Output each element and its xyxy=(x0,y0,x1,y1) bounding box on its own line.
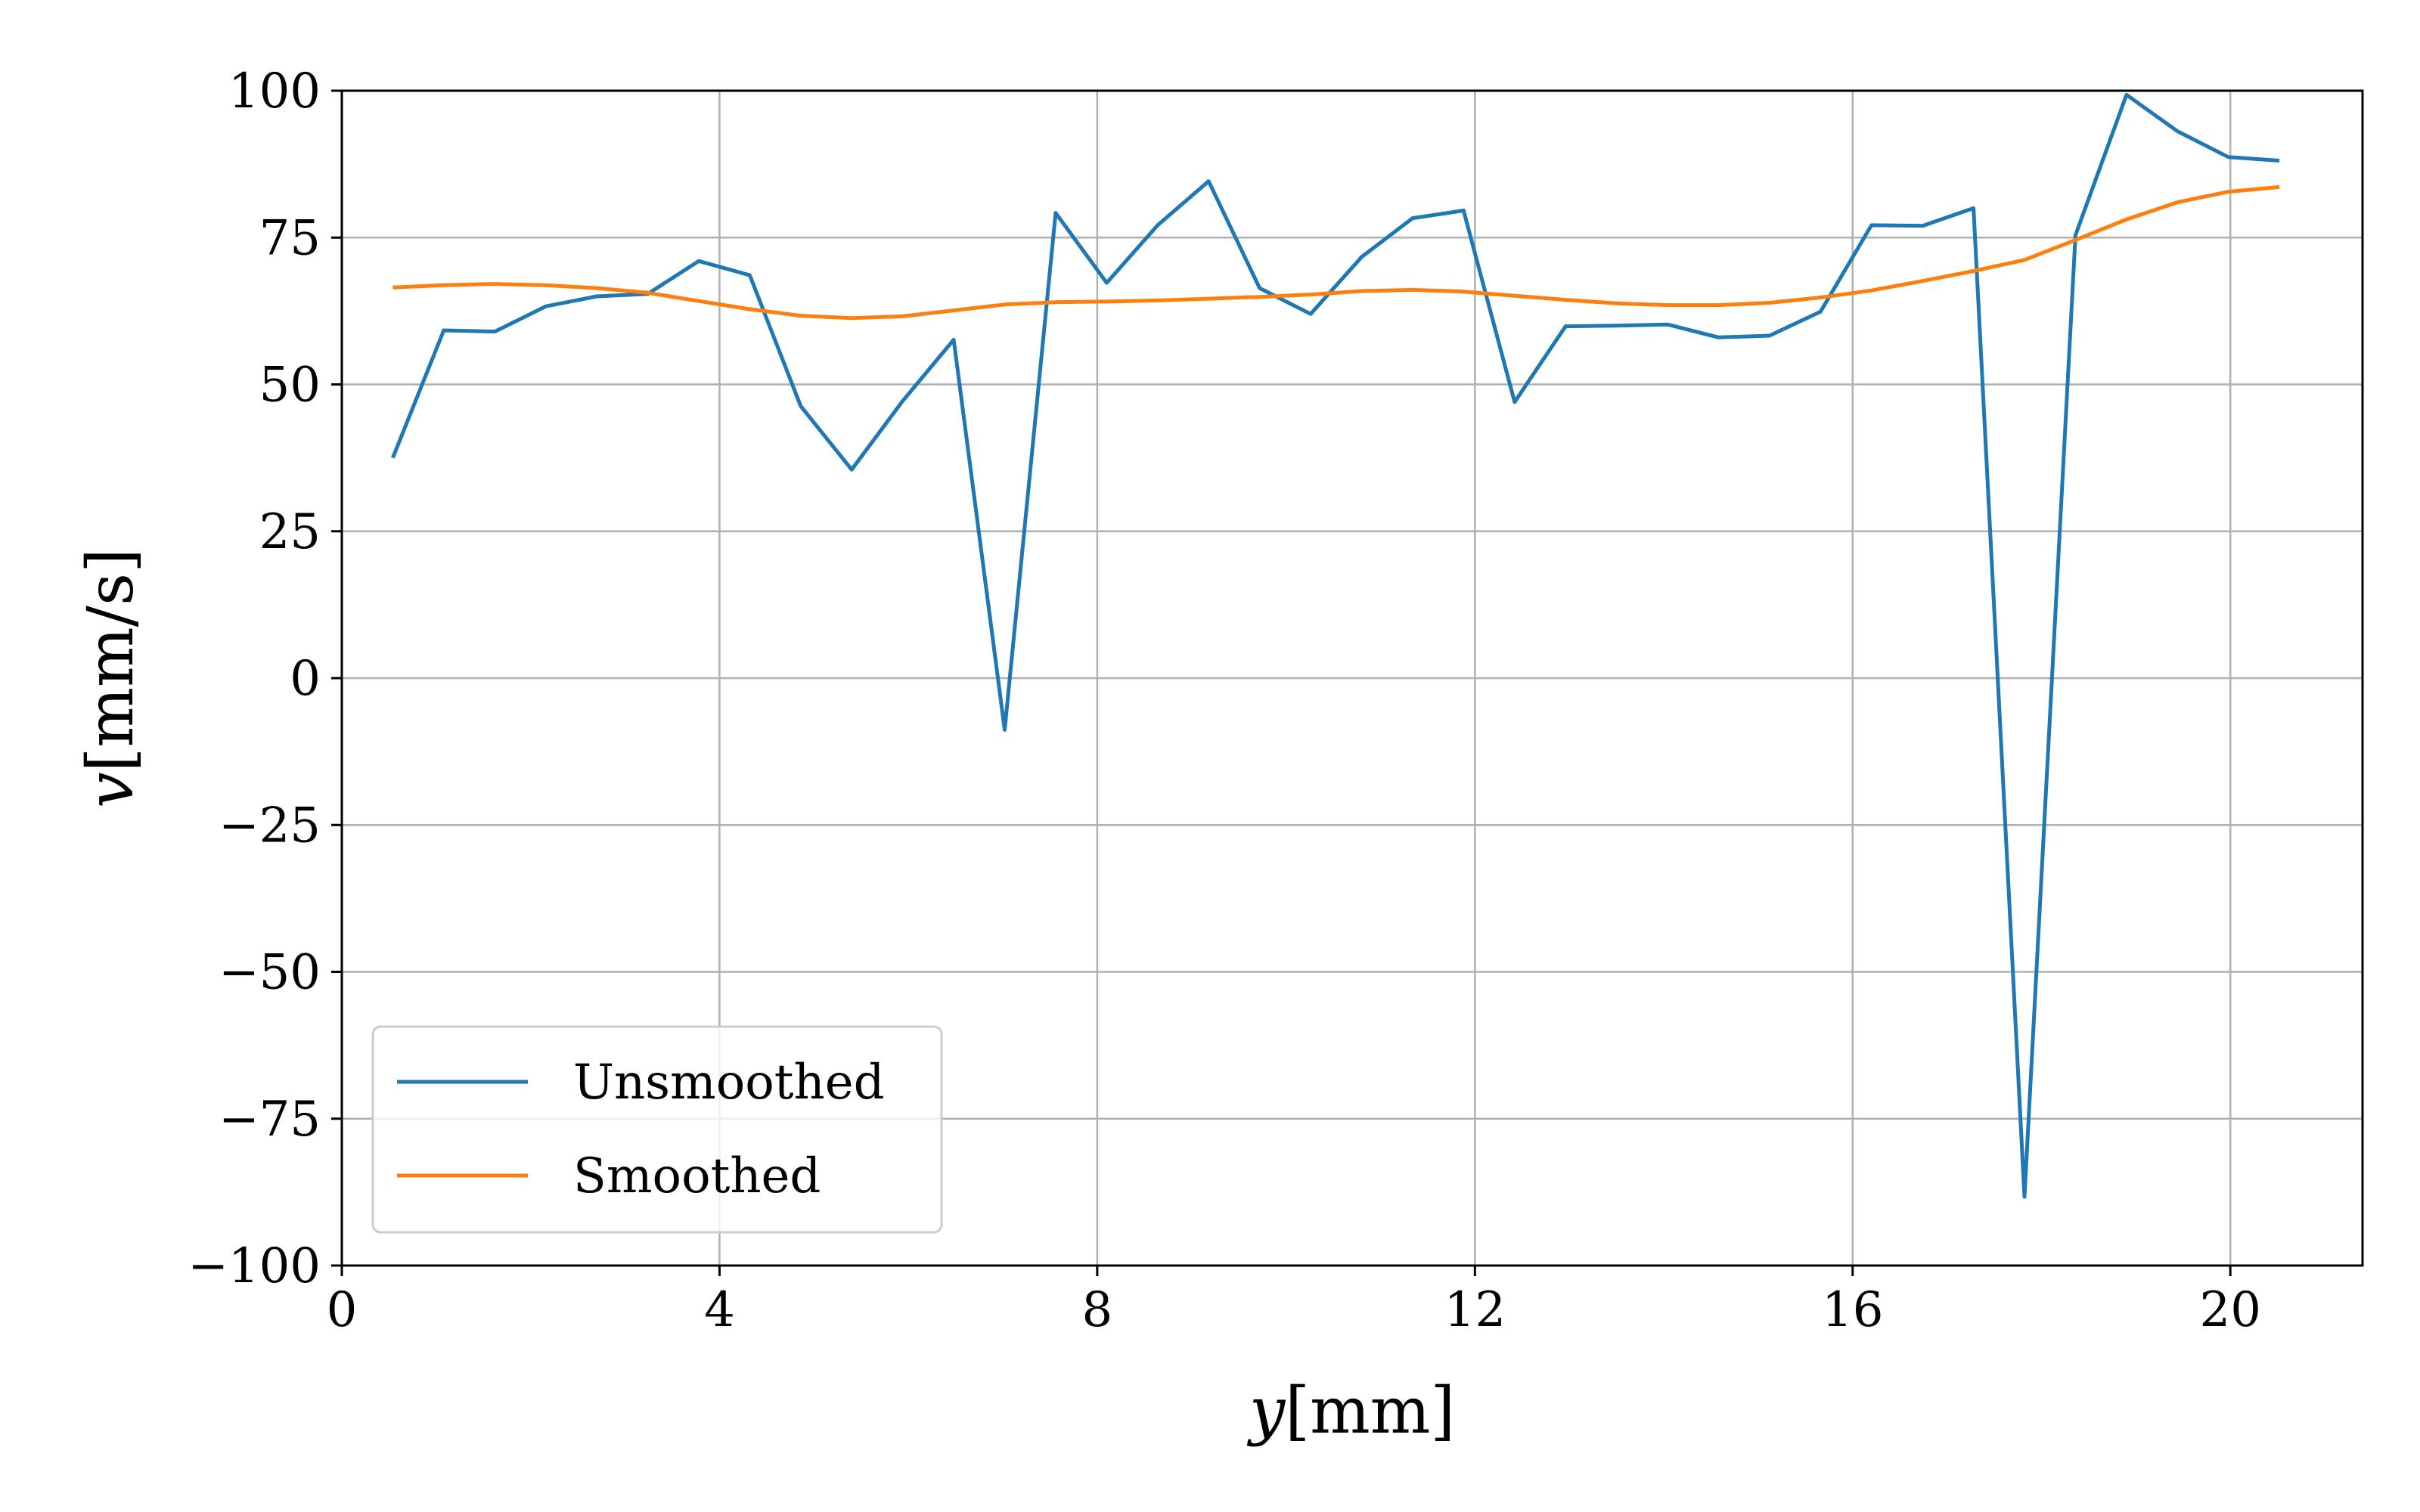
y-tick-label: 25 xyxy=(259,504,321,560)
x-tick-label: 12 xyxy=(1444,1282,1506,1338)
y-axis-unit: [mm/s] xyxy=(73,548,147,772)
x-axis-variable: y xyxy=(1246,1374,1286,1448)
y-tick-label: −75 xyxy=(219,1092,321,1148)
legend-label-smoothed: Smoothed xyxy=(573,1148,821,1204)
y-tick-label: −25 xyxy=(219,798,321,854)
axes-ticks: 0 4 8 12 16 20 −100 −75 −50 −25 0 25 50 75 100 xyxy=(188,64,2261,1338)
series-line-unsmoothed xyxy=(391,92,2280,1199)
y-tick-label: −100 xyxy=(188,1238,321,1294)
legend: Unsmoothed Smoothed xyxy=(371,1025,943,1234)
y-tick-label: 75 xyxy=(259,210,321,266)
x-tick-label: 16 xyxy=(1822,1282,1883,1338)
x-axis-label: y[mm] xyxy=(1246,1374,1455,1448)
x-axis-unit: [mm] xyxy=(1285,1374,1455,1448)
y-tick-label: −50 xyxy=(219,945,321,1001)
y-axis-label: v[mm/s] xyxy=(73,548,147,808)
legend-label-unsmoothed: Unsmoothed xyxy=(573,1055,885,1111)
series-line-smoothed xyxy=(392,184,2280,321)
y-tick-label: 100 xyxy=(228,64,321,119)
x-tick-label: 8 xyxy=(1082,1282,1113,1338)
x-tick-label: 0 xyxy=(327,1282,358,1338)
x-tick-label: 20 xyxy=(2199,1282,2260,1338)
legend-box xyxy=(371,1025,943,1234)
y-axis-variable: v xyxy=(73,772,147,807)
grid xyxy=(340,89,2363,1267)
y-tick-label: 50 xyxy=(259,358,321,414)
y-tick-label: 0 xyxy=(290,651,321,707)
x-tick-label: 4 xyxy=(704,1282,735,1338)
plot-area xyxy=(391,92,2280,1199)
